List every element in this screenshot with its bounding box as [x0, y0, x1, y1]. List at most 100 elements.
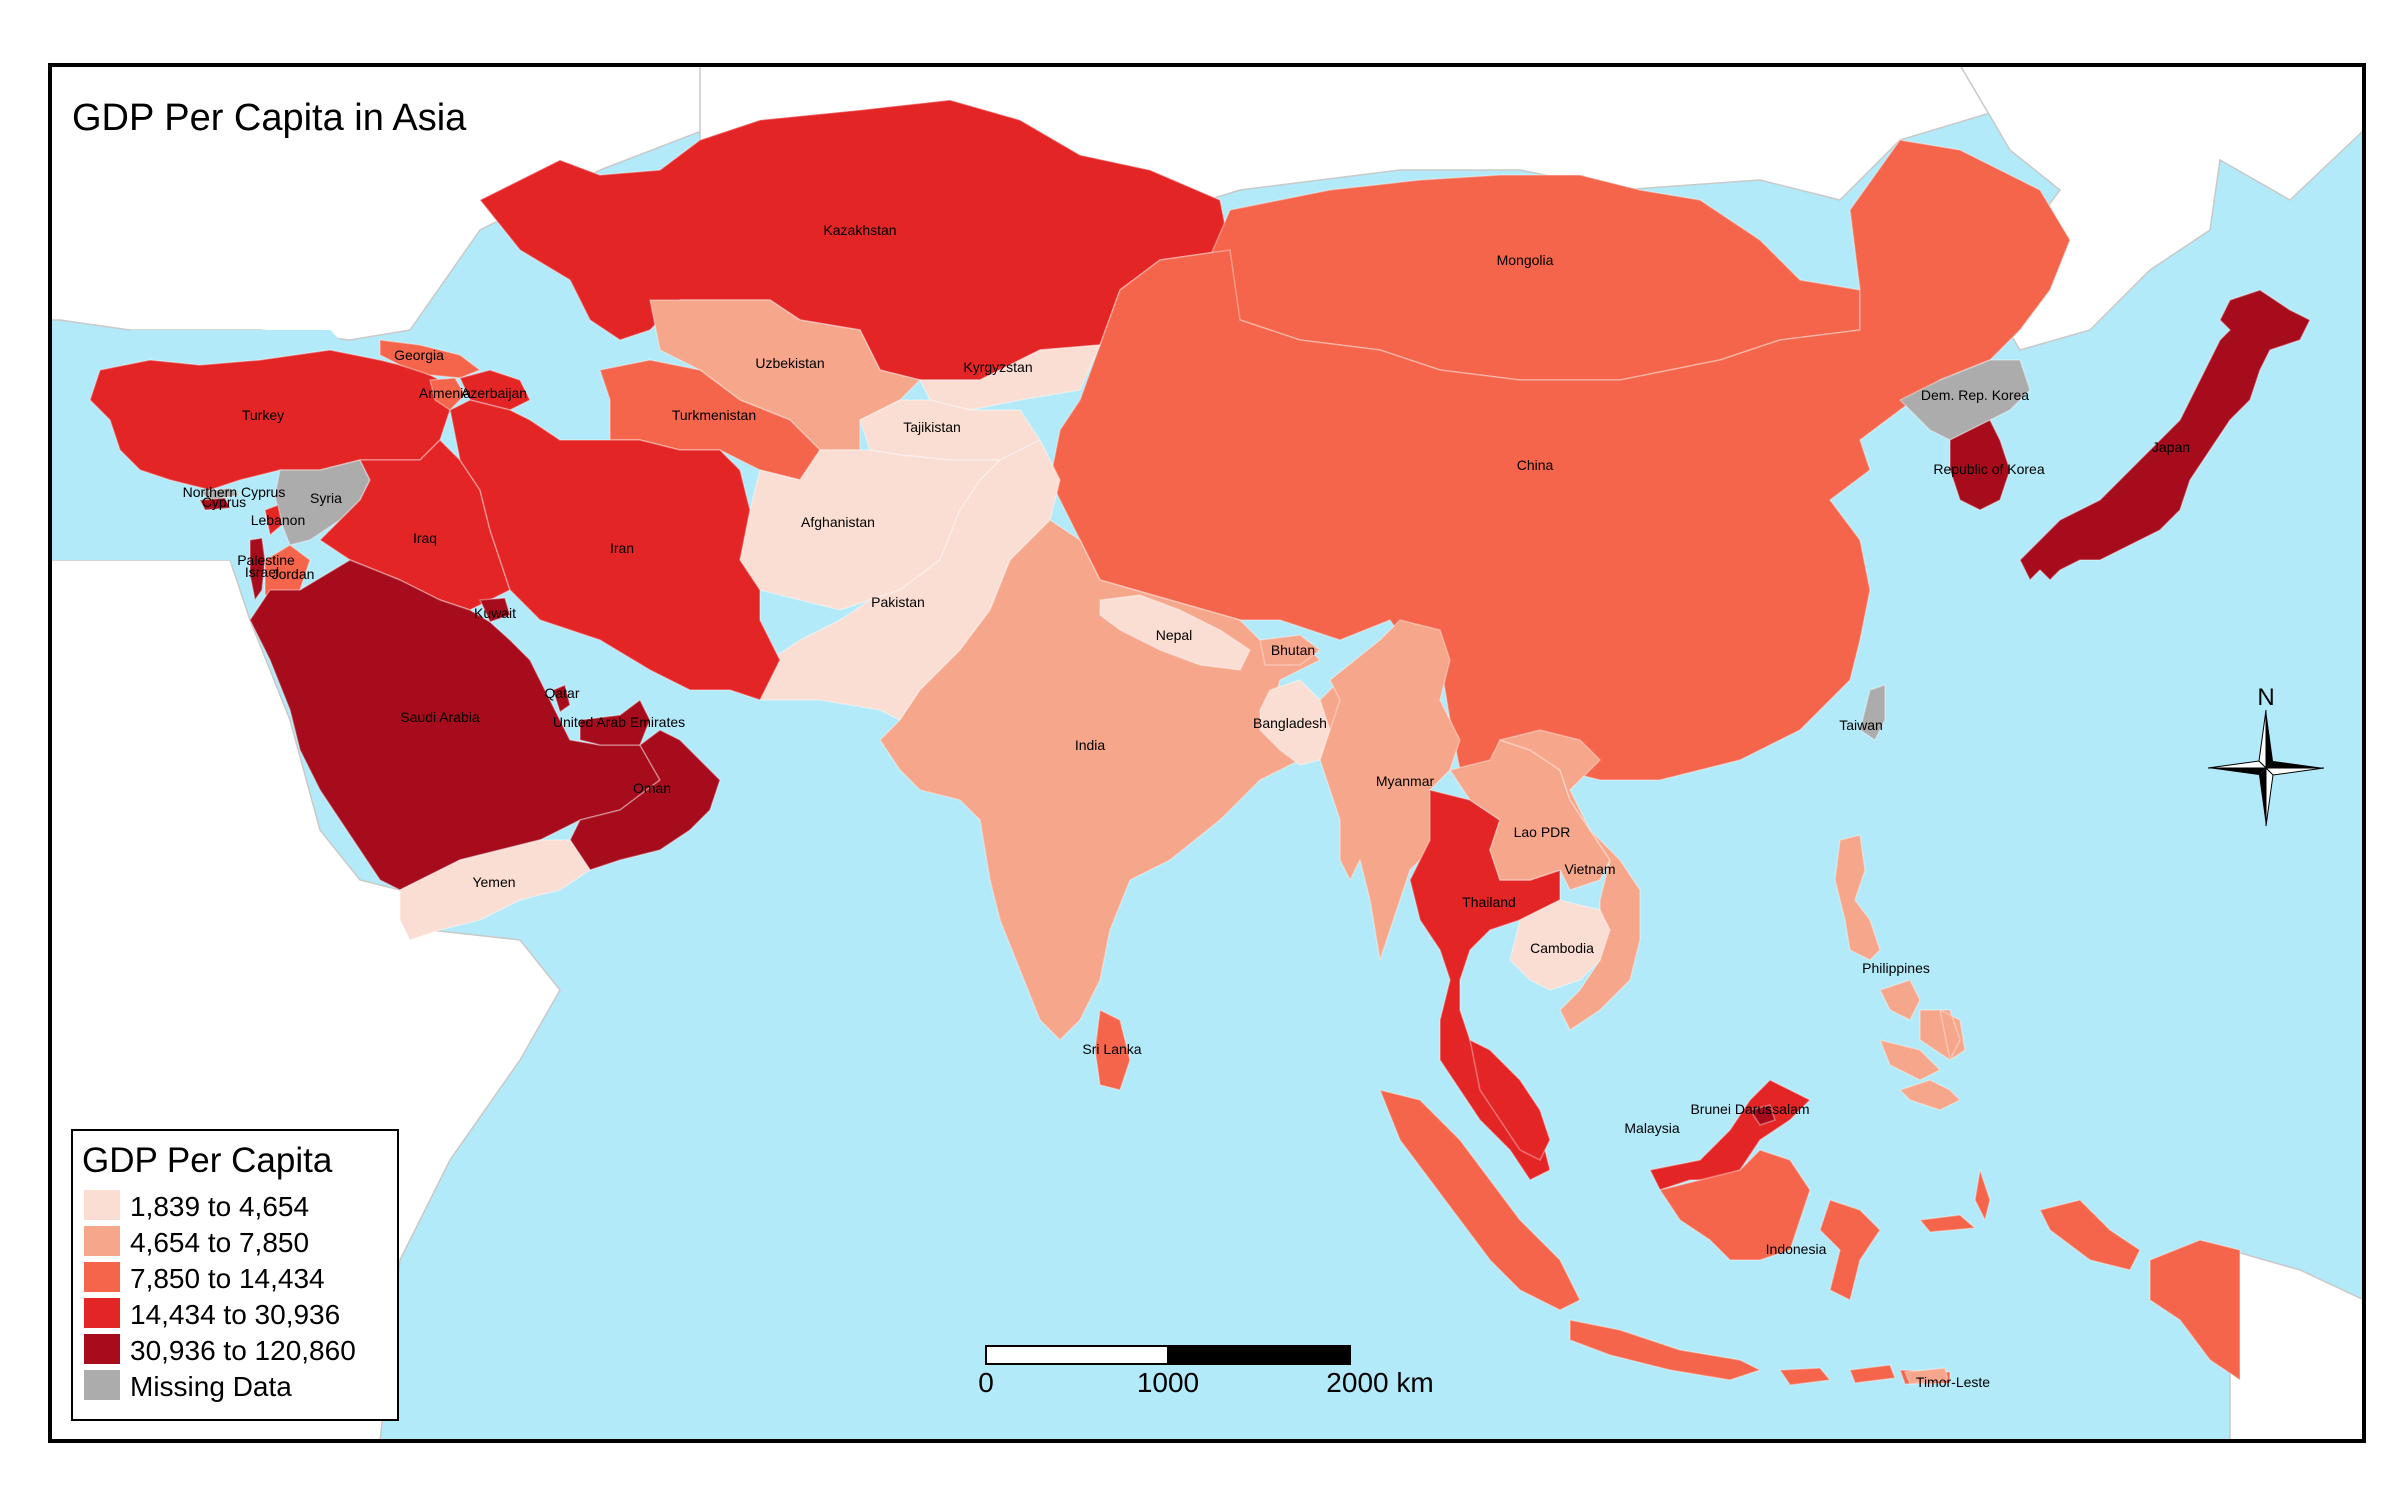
country-label-kyrgyzstan: Kyrgyzstan	[963, 359, 1032, 375]
country-label-qatar: Qatar	[544, 685, 579, 701]
country-label-republic-of-korea: Republic of Korea	[1933, 461, 2045, 477]
compass-icon	[2207, 709, 2325, 827]
country-cambodia	[1509, 899, 1611, 991]
png-land	[2229, 1249, 2364, 1441]
country-label-jordan: Jordan	[272, 566, 315, 582]
country-label-oman: Oman	[633, 780, 671, 796]
country-label-iran: Iran	[610, 540, 634, 556]
country-myanmar	[1319, 619, 1461, 961]
country-label-timor-leste: Timor-Leste	[1916, 1374, 1990, 1390]
legend-items: 1,839 to 4,654 4,654 to 7,850 7,850 to 14,…	[84, 1190, 356, 1402]
legend-label: Missing Data	[130, 1371, 292, 1402]
legend-swatch	[84, 1370, 120, 1400]
country-label-georgia: Georgia	[394, 347, 444, 363]
country-label-lao-pdr: Lao PDR	[1514, 824, 1571, 840]
caspian-sea	[545, 330, 610, 470]
country-label-saudi-arabia: Saudi Arabia	[400, 709, 480, 725]
legend-label: 14,434 to 30,936	[130, 1299, 340, 1330]
country-brunei	[1749, 1104, 1776, 1126]
country-label-united-arab-emirates: United Arab Emirates	[553, 714, 685, 730]
country-label-kuwait: Kuwait	[474, 605, 516, 621]
country-label-syria: Syria	[310, 490, 342, 506]
country-malaysia	[1469, 1039, 1811, 1191]
country-label-india: India	[1075, 737, 1106, 753]
country-label-kazakhstan: Kazakhstan	[823, 222, 896, 238]
country-label-china: China	[1517, 457, 1554, 473]
country-label-malaysia: Malaysia	[1624, 1120, 1679, 1136]
country-dem-rep-korea	[1899, 359, 2031, 441]
country-label-myanmar: Myanmar	[1376, 773, 1435, 789]
country-iran	[449, 399, 781, 701]
country-china	[1049, 139, 2071, 781]
country-label-turkey: Turkey	[242, 407, 284, 423]
legend: GDP Per Capita 1,839 to 4,654 4,654 to 7,…	[71, 1129, 399, 1421]
country-label-armenia: Armenia	[419, 385, 471, 401]
country-label-palestine: Palestine	[237, 552, 295, 568]
scale-label-0: 0	[978, 1367, 994, 1398]
country-label-philippines: Philippines	[1862, 960, 1930, 976]
country-lao-pdr	[1449, 739, 1611, 891]
country-label-thailand: Thailand	[1462, 894, 1516, 910]
country-lebanon	[264, 504, 283, 536]
legend-label: 1,839 to 4,654	[130, 1191, 309, 1222]
country-armenia	[429, 377, 466, 411]
country-label-japan: Japan	[2152, 439, 2190, 455]
country-japan	[2019, 289, 2311, 581]
country-northern-cyprus	[199, 487, 241, 501]
country-nepal	[1099, 594, 1251, 671]
country-republic-of-korea	[1949, 419, 2011, 511]
country-label-cyprus: Cyprus	[202, 494, 246, 510]
scale-segment-black	[1167, 1345, 1351, 1365]
country-label-cambodia: Cambodia	[1530, 940, 1594, 956]
country-uae	[579, 699, 651, 746]
country-label-israel: Israel	[245, 564, 279, 580]
country-label-bhutan: Bhutan	[1271, 642, 1315, 658]
country-label-yemen: Yemen	[472, 874, 515, 890]
country-iraq	[319, 439, 511, 611]
country-bangladesh	[1259, 679, 1331, 766]
country-label-northern-cyprus: Northern Cyprus	[183, 484, 286, 500]
legend-swatch	[84, 1262, 120, 1292]
country-sri-lanka	[1094, 1009, 1131, 1091]
country-label-turkmenistan: Turkmenistan	[672, 407, 756, 423]
map-frame	[48, 63, 2366, 1443]
country-label-iraq: Iraq	[413, 530, 437, 546]
russia-east-land	[1959, 65, 2364, 351]
scale-bar: 0 1000 2000 km	[978, 1345, 1434, 1398]
country-vietnam	[1499, 729, 1641, 1031]
country-cyprus	[199, 497, 231, 511]
scale-segment-white	[985, 1345, 1169, 1365]
map-title: GDP Per Capita in Asia	[72, 97, 467, 139]
country-timor-leste	[1904, 1367, 1949, 1385]
country-label-azerbaijan: Azerbaijan	[461, 385, 527, 401]
country-qatar	[552, 684, 571, 713]
legend-swatch	[84, 1298, 120, 1328]
country-label-brunei-darussalam: Brunei Darussalam	[1690, 1101, 1809, 1117]
country-yemen	[399, 839, 591, 941]
scale-label-2000: 2000 km	[1326, 1367, 1433, 1398]
country-bhutan	[1259, 634, 1321, 666]
country-label-uzbekistan: Uzbekistan	[755, 355, 824, 371]
country-indonesia	[1379, 1089, 2241, 1386]
country-label-pakistan: Pakistan	[871, 594, 925, 610]
country-israel	[249, 537, 266, 601]
country-oman	[569, 729, 721, 871]
legend-label: 30,936 to 120,860	[130, 1335, 356, 1366]
north-arrow-label: N	[2257, 684, 2274, 711]
country-label-afghanistan: Afghanistan	[801, 514, 875, 530]
country-taiwan	[1859, 684, 1886, 741]
legend-swatch	[84, 1226, 120, 1256]
legend-box	[71, 1129, 399, 1421]
country-label-dem-rep-korea: Dem. Rep. Korea	[1921, 387, 2029, 403]
legend-title: GDP Per Capita	[82, 1141, 333, 1180]
country-kuwait	[479, 597, 511, 623]
country-label-vietnam: Vietnam	[1564, 861, 1615, 877]
legend-swatch	[84, 1190, 120, 1220]
country-labels: Kazakhstan Mongolia China Uzbekistan Kyrgyzs…	[183, 222, 2190, 1390]
north-arrow: N	[2207, 684, 2325, 827]
country-label-indonesia: Indonesia	[1766, 1241, 1827, 1257]
legend-label: 7,850 to 14,434	[130, 1263, 325, 1294]
country-label-taiwan: Taiwan	[1839, 717, 1883, 733]
country-philippines	[1834, 834, 1966, 1111]
